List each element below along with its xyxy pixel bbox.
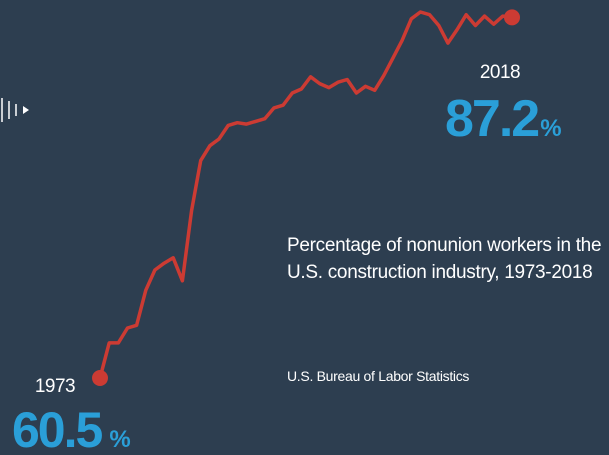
line: [98, 10, 513, 379]
end-unit: %: [540, 115, 561, 142]
source: U.S. Bureau of Labor Statistics: [287, 368, 470, 384]
end-value: 87.2: [445, 90, 538, 148]
audio-icon: [1, 98, 29, 122]
start-value: 60.5: [12, 402, 103, 455]
start-year: 1973: [35, 376, 75, 397]
end-value-label: 87.2%: [445, 90, 561, 148]
end-dot: [504, 9, 520, 26]
end-year: 2018: [480, 62, 520, 83]
start-value-label: 60.5%: [12, 402, 130, 455]
chart-title: Percentage of nonunion workers in the U.…: [287, 235, 602, 283]
end-dot: [92, 370, 108, 386]
start-unit: %: [109, 426, 130, 453]
